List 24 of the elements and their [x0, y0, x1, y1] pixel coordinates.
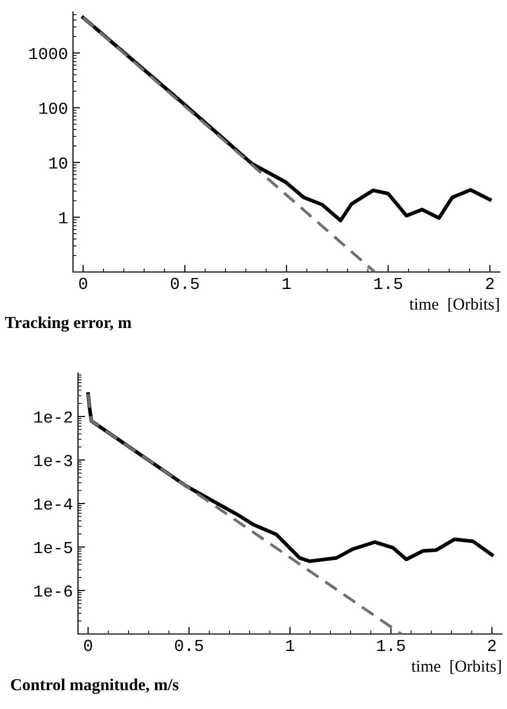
y-tick-label: 10: [49, 157, 68, 169]
x-axis-title: time [Orbits]: [409, 298, 499, 312]
y-tick-label: 1e-5: [34, 542, 72, 554]
x-tick-label: 0.5: [170, 278, 199, 290]
text: Tracking error, m: [4, 316, 132, 332]
x-tick-label: 0.5: [175, 640, 203, 652]
x-tick-label: 2: [488, 640, 496, 651]
y-tick-label: 1e-2: [34, 411, 72, 423]
x-tick-label: 0: [79, 278, 88, 290]
y-tick-label: 1e-4: [34, 498, 72, 510]
y-tick-label: 1: [59, 212, 68, 224]
x-tick-label: 2: [486, 278, 494, 289]
x-tick-label: 1: [282, 278, 291, 289]
x-tick-label: 1.5: [374, 278, 402, 290]
x-tick-label: 0: [84, 640, 92, 652]
y-tick-label: 1e-3: [34, 454, 72, 466]
y-tick-label: 1000: [29, 48, 68, 60]
x-axis-title: time [Orbits]: [411, 660, 501, 674]
x-tick-label: 1.5: [377, 640, 405, 652]
line-series: [86, 392, 403, 634]
x-tick-label: 1: [286, 640, 294, 651]
text: Control magnitude, m/s: [10, 678, 178, 694]
y-tick-label: 100: [39, 102, 68, 114]
y-tick-label: 1e-6: [34, 585, 72, 597]
